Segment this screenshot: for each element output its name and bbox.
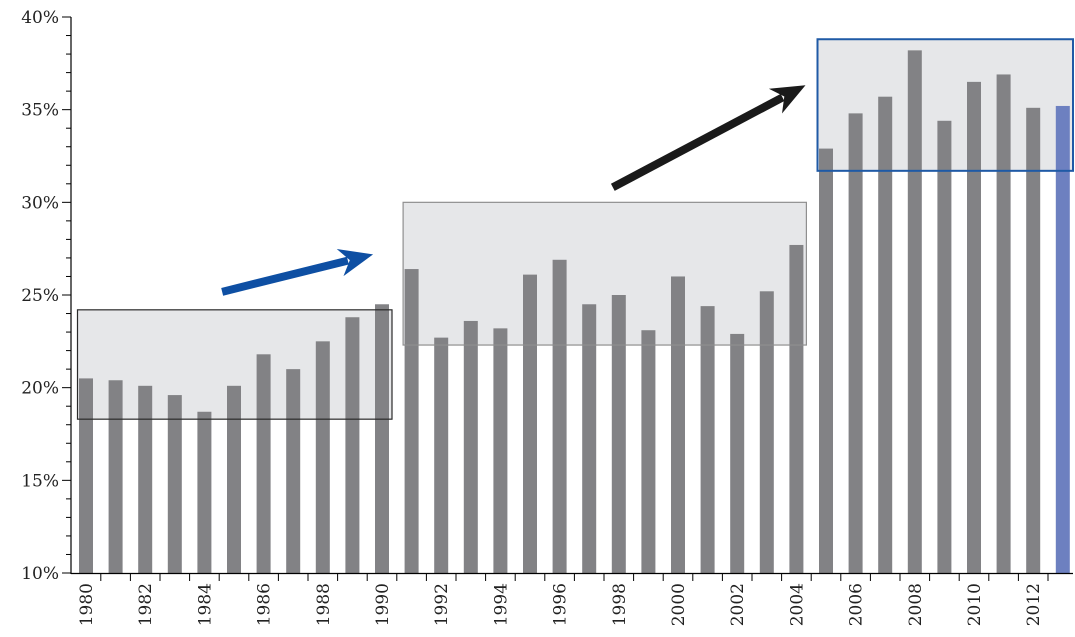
bar-1984 bbox=[197, 411, 212, 573]
bar-2006 bbox=[848, 113, 863, 573]
bar-2008 bbox=[907, 50, 922, 574]
bar-1998 bbox=[611, 295, 626, 573]
x-tick-label: 1998 bbox=[610, 583, 630, 626]
y-tick-label: 35% bbox=[21, 101, 59, 121]
x-tick-label: 1986 bbox=[255, 583, 275, 626]
bar-2011 bbox=[996, 74, 1011, 573]
bar-2003 bbox=[759, 291, 774, 573]
x-tick-label: 1984 bbox=[195, 583, 215, 626]
x-tick-label: 1996 bbox=[551, 583, 571, 626]
bar-2010 bbox=[967, 81, 981, 573]
bar-2000 bbox=[671, 276, 685, 573]
annotation-box-borders bbox=[76, 38, 1074, 420]
bar-1980 bbox=[79, 378, 93, 573]
y-tick-label: 25% bbox=[21, 286, 59, 306]
bar-1981 bbox=[108, 380, 123, 573]
bar-2009 bbox=[937, 120, 952, 573]
bar-2005 bbox=[819, 148, 833, 573]
bar-1995 bbox=[523, 274, 537, 573]
bar-1992 bbox=[434, 337, 449, 573]
arrow-1-shaft bbox=[221, 256, 349, 296]
annotation-box-2-fill bbox=[403, 202, 807, 346]
y-tick-label: 30% bbox=[21, 193, 59, 213]
annotation-boxes bbox=[77, 39, 1073, 420]
x-tick-label: 1982 bbox=[136, 583, 156, 626]
bar-1989 bbox=[345, 317, 360, 573]
bar-1986 bbox=[256, 354, 271, 573]
y-tick-label: 15% bbox=[21, 471, 59, 491]
bar-1999 bbox=[641, 330, 656, 573]
annotation-box-1-border bbox=[76, 309, 393, 420]
y-tick-label: 40% bbox=[21, 8, 59, 28]
x-tick-label: 2006 bbox=[847, 583, 867, 626]
x-tick-label: 2008 bbox=[906, 583, 926, 626]
x-tick-label: 1990 bbox=[373, 583, 393, 626]
x-tick-label: 2002 bbox=[728, 583, 748, 626]
bar-1997 bbox=[582, 304, 597, 573]
annotation-box-3-border bbox=[816, 38, 1074, 172]
y-tick-label: 10% bbox=[21, 564, 59, 584]
bar-1983 bbox=[167, 395, 182, 573]
x-tick-label: 2012 bbox=[1024, 583, 1044, 626]
bar-1985 bbox=[227, 385, 241, 573]
bar-2007 bbox=[878, 96, 893, 574]
x-tick-label: 1994 bbox=[491, 583, 511, 626]
bar-1987 bbox=[286, 369, 301, 573]
bar-2001 bbox=[700, 306, 715, 573]
bar-2002 bbox=[730, 333, 745, 573]
bar-1988 bbox=[315, 341, 330, 573]
bars bbox=[79, 50, 1070, 574]
arrow-2-head bbox=[768, 85, 806, 114]
axes: 10% 15% 20% 25% 30% 35% 40% 1980 1982 1984 1986 198… bbox=[21, 8, 1073, 626]
bar-1991 bbox=[404, 269, 419, 573]
bar-1993 bbox=[463, 320, 478, 573]
arrow-1 bbox=[221, 248, 374, 296]
x-tick-label: 2000 bbox=[669, 583, 689, 626]
x-tick-label: 1992 bbox=[432, 583, 452, 626]
annotation-box-2-border bbox=[402, 201, 807, 346]
annotation-arrows bbox=[221, 85, 806, 296]
bar-1982 bbox=[138, 385, 153, 573]
x-tick-label: 1980 bbox=[77, 583, 97, 626]
arrow-2 bbox=[610, 85, 806, 191]
x-tick-label: 2010 bbox=[965, 583, 985, 626]
x-tick-label: 2004 bbox=[787, 583, 807, 626]
bar-2012 bbox=[1026, 107, 1041, 574]
bar-2013 bbox=[1055, 105, 1070, 574]
arrow-1-head bbox=[336, 248, 374, 277]
bar-1996 bbox=[552, 259, 567, 573]
y-tick-label: 20% bbox=[21, 379, 59, 399]
arrow-2-shaft bbox=[610, 93, 785, 191]
bar-2004 bbox=[789, 244, 804, 573]
bar-1990 bbox=[375, 304, 389, 573]
bar-1994 bbox=[493, 328, 508, 573]
x-tick-label: 1988 bbox=[314, 583, 334, 626]
